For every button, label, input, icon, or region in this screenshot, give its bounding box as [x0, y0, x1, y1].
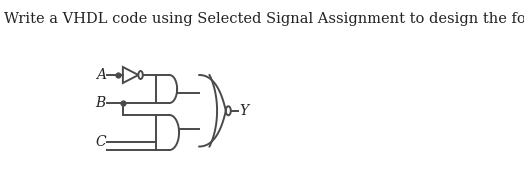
Text: C: C [95, 135, 106, 149]
Text: Write a VHDL code using Selected Signal Assignment to design the following circu: Write a VHDL code using Selected Signal … [4, 12, 524, 26]
Text: B: B [95, 96, 106, 110]
Text: Y: Y [239, 104, 249, 118]
Text: A: A [96, 68, 106, 82]
